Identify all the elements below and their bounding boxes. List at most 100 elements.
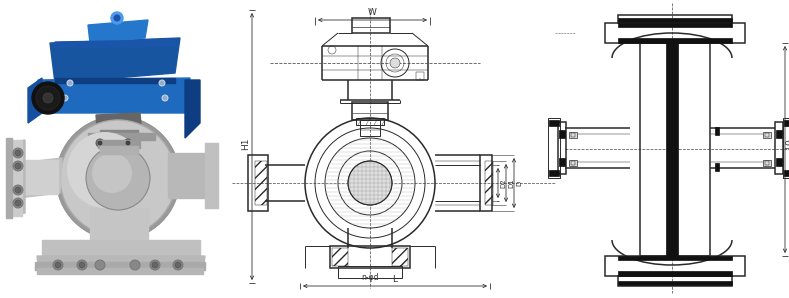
Circle shape bbox=[111, 12, 123, 24]
Circle shape bbox=[67, 80, 73, 86]
Circle shape bbox=[43, 93, 53, 103]
Text: D2: D2 bbox=[500, 178, 506, 188]
Circle shape bbox=[98, 141, 102, 145]
Circle shape bbox=[53, 260, 63, 270]
Circle shape bbox=[13, 161, 23, 171]
Polygon shape bbox=[22, 160, 58, 194]
Text: D: D bbox=[516, 180, 522, 186]
Circle shape bbox=[173, 260, 183, 270]
Circle shape bbox=[92, 153, 132, 193]
Bar bbox=[338, 266, 402, 278]
Circle shape bbox=[32, 82, 64, 114]
Polygon shape bbox=[18, 158, 62, 198]
Polygon shape bbox=[50, 38, 180, 83]
Circle shape bbox=[60, 120, 176, 236]
Bar bbox=[765, 161, 769, 165]
Bar bbox=[248, 155, 268, 211]
Bar bbox=[330, 246, 410, 268]
Bar bbox=[618, 23, 732, 27]
Circle shape bbox=[96, 139, 104, 147]
Bar bbox=[715, 163, 719, 171]
Polygon shape bbox=[98, 140, 140, 148]
Polygon shape bbox=[100, 146, 138, 154]
Polygon shape bbox=[90, 208, 148, 240]
Bar bbox=[480, 155, 492, 211]
Polygon shape bbox=[37, 256, 205, 264]
Bar bbox=[775, 122, 783, 174]
Bar bbox=[640, 43, 710, 256]
Bar bbox=[569, 132, 577, 138]
Circle shape bbox=[13, 148, 23, 158]
Circle shape bbox=[126, 141, 130, 145]
Bar bbox=[356, 118, 384, 125]
Bar bbox=[558, 122, 566, 174]
Bar bbox=[618, 18, 732, 22]
Polygon shape bbox=[96, 113, 142, 138]
Polygon shape bbox=[28, 78, 42, 123]
Bar bbox=[548, 118, 560, 178]
Bar bbox=[618, 281, 732, 285]
Bar bbox=[763, 160, 771, 166]
Polygon shape bbox=[55, 78, 175, 83]
Polygon shape bbox=[38, 78, 190, 113]
Polygon shape bbox=[37, 268, 203, 274]
Polygon shape bbox=[10, 140, 22, 216]
Polygon shape bbox=[88, 133, 155, 140]
Circle shape bbox=[86, 146, 150, 210]
Circle shape bbox=[159, 80, 165, 86]
Bar bbox=[618, 15, 732, 23]
Bar bbox=[784, 120, 789, 126]
Circle shape bbox=[15, 163, 21, 169]
Circle shape bbox=[77, 260, 87, 270]
Bar bbox=[618, 38, 732, 43]
Bar bbox=[559, 130, 565, 138]
Circle shape bbox=[36, 86, 60, 110]
Bar bbox=[485, 161, 493, 205]
Polygon shape bbox=[185, 80, 200, 138]
Polygon shape bbox=[8, 140, 25, 216]
Circle shape bbox=[348, 161, 392, 205]
Bar bbox=[776, 130, 782, 138]
Bar bbox=[352, 102, 388, 120]
Circle shape bbox=[390, 58, 400, 68]
Circle shape bbox=[13, 198, 23, 208]
Circle shape bbox=[15, 150, 21, 156]
Circle shape bbox=[175, 262, 181, 268]
Bar bbox=[776, 158, 782, 166]
Circle shape bbox=[79, 262, 85, 268]
Bar bbox=[352, 18, 390, 33]
Bar bbox=[618, 256, 732, 260]
Polygon shape bbox=[35, 262, 205, 270]
Polygon shape bbox=[42, 240, 200, 260]
Bar bbox=[332, 248, 348, 266]
Bar bbox=[559, 158, 565, 166]
Circle shape bbox=[67, 132, 143, 208]
Circle shape bbox=[62, 95, 68, 101]
Bar bbox=[569, 160, 577, 166]
Circle shape bbox=[152, 262, 158, 268]
Bar bbox=[666, 43, 678, 256]
Circle shape bbox=[55, 262, 61, 268]
Bar bbox=[715, 127, 719, 135]
Circle shape bbox=[95, 260, 105, 270]
Polygon shape bbox=[55, 40, 175, 48]
Circle shape bbox=[56, 116, 180, 240]
Text: D1: D1 bbox=[508, 178, 514, 188]
Circle shape bbox=[124, 139, 132, 147]
Bar bbox=[255, 161, 267, 205]
Bar bbox=[765, 133, 769, 137]
Polygon shape bbox=[100, 130, 138, 143]
Bar bbox=[784, 170, 789, 176]
Bar bbox=[571, 161, 575, 165]
Circle shape bbox=[13, 185, 23, 195]
Text: n-φd: n-φd bbox=[361, 273, 379, 282]
Circle shape bbox=[162, 95, 168, 101]
Bar bbox=[549, 170, 559, 176]
Bar bbox=[783, 118, 789, 178]
Bar bbox=[549, 120, 559, 126]
Text: L0: L0 bbox=[786, 138, 789, 149]
Bar bbox=[392, 248, 408, 266]
Polygon shape bbox=[88, 20, 148, 43]
Text: H1: H1 bbox=[241, 137, 250, 150]
Polygon shape bbox=[205, 143, 218, 208]
